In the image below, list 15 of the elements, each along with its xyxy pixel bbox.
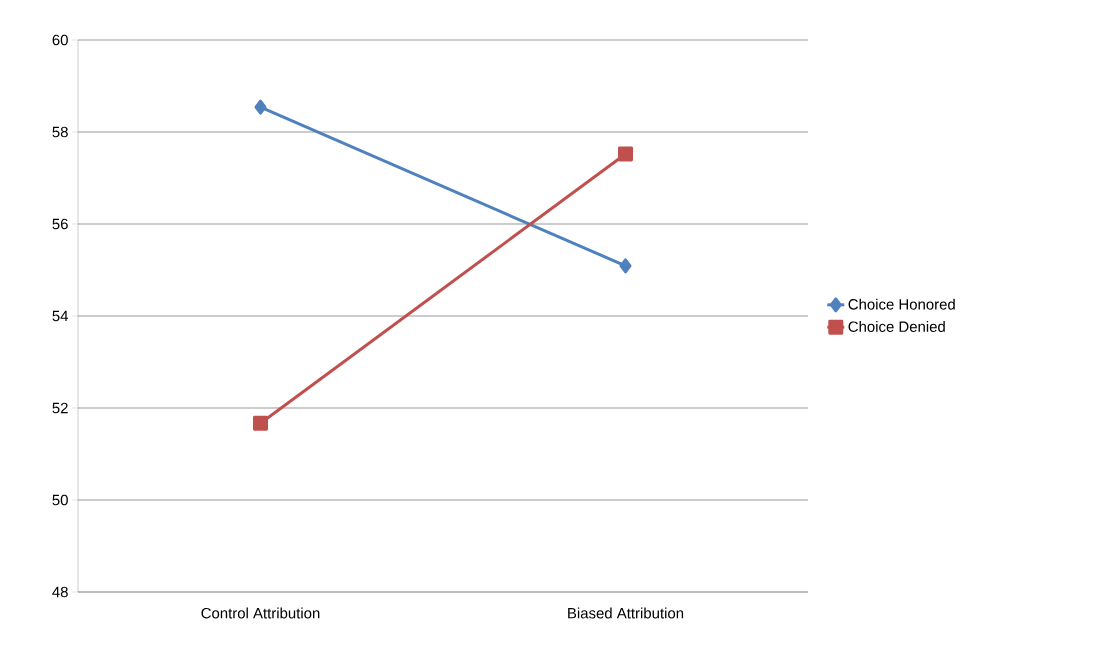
y-tick-label: 52 bbox=[52, 402, 68, 414]
point bbox=[254, 99, 267, 115]
x-tick-label: Control Attribution bbox=[201, 607, 320, 619]
y-tick-label: 56 bbox=[52, 218, 68, 230]
x-tick-label: Biased Attribution bbox=[568, 607, 684, 619]
point bbox=[619, 258, 632, 274]
legend-label: Choice Honored bbox=[848, 298, 955, 310]
y-tick-label: 50 bbox=[52, 494, 68, 506]
legend-label: Choice Denied bbox=[848, 320, 945, 332]
point bbox=[618, 146, 634, 162]
y-tick-label: 48 bbox=[52, 586, 68, 598]
y-tick-label: 60 bbox=[52, 34, 68, 46]
y-tick-label: 54 bbox=[52, 310, 69, 322]
y-tick-label: 58 bbox=[52, 126, 68, 138]
point bbox=[253, 415, 268, 431]
